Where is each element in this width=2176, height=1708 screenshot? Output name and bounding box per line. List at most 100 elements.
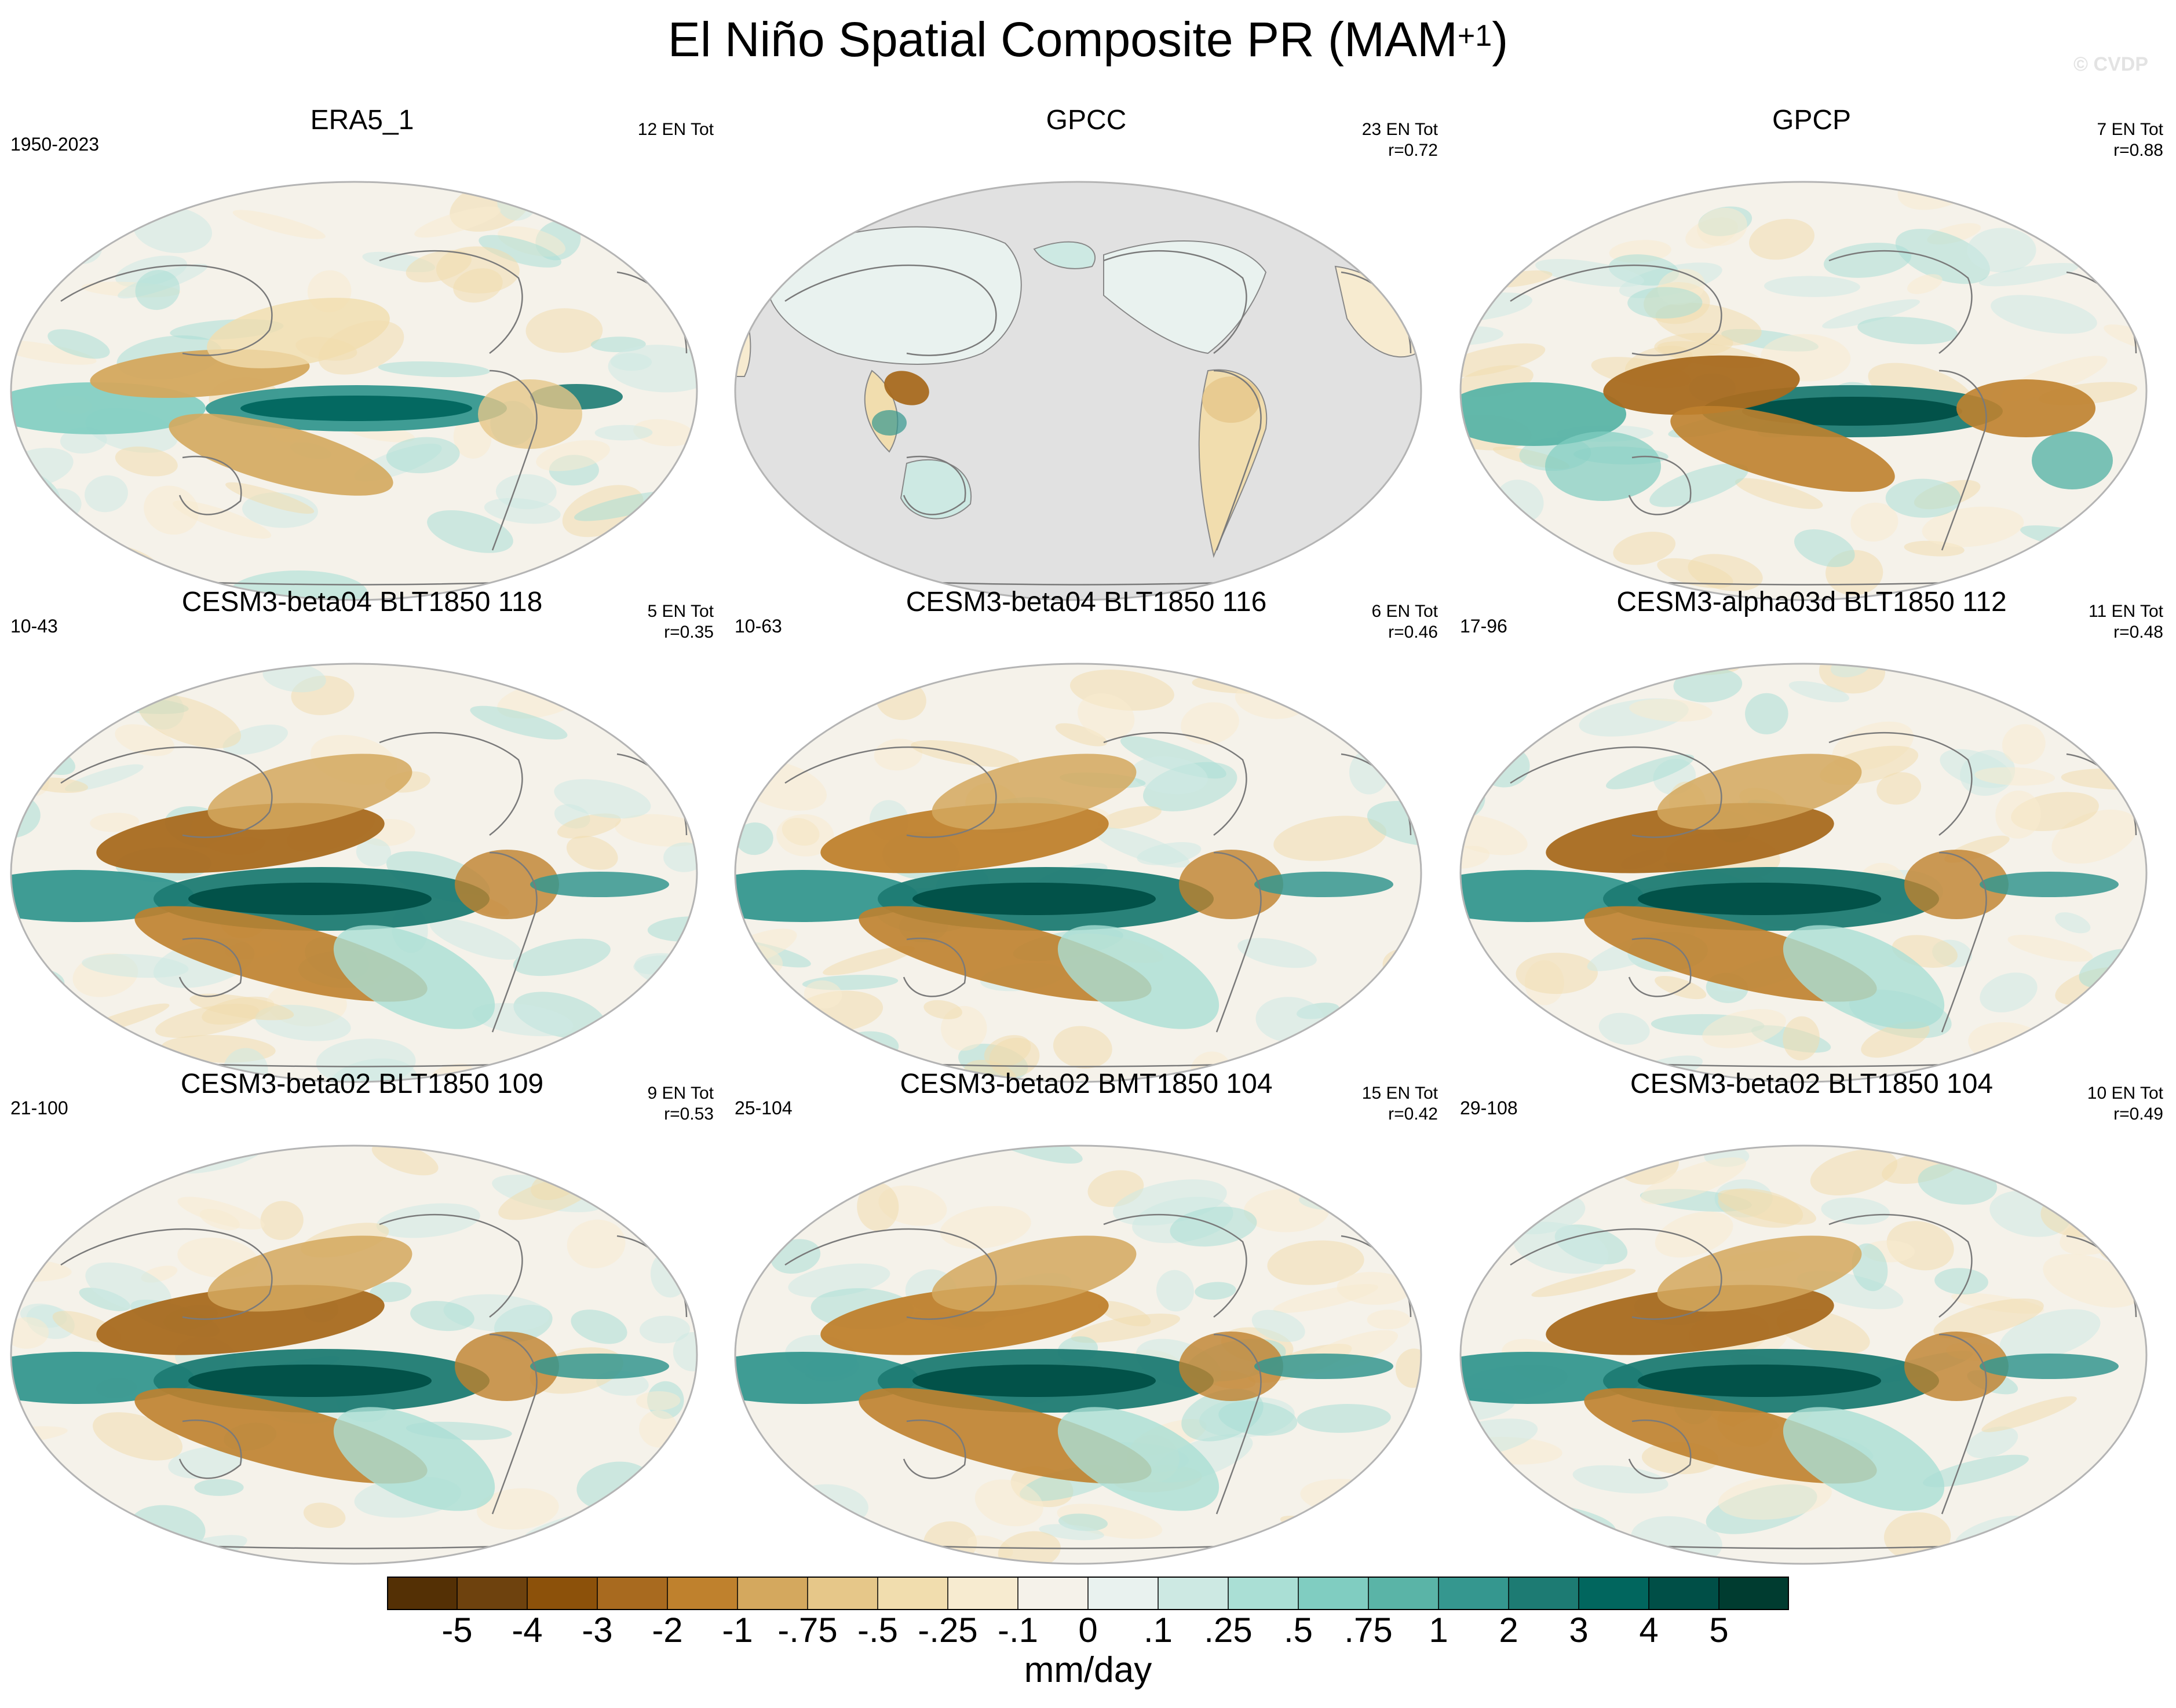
panel-stats: 15 EN Tot r=0.42 xyxy=(1362,1083,1438,1125)
en-count: 7 EN Tot xyxy=(2097,120,2163,139)
colorbar-tick-label: 2 xyxy=(1499,1611,1518,1650)
colorbar-swatch xyxy=(1368,1577,1439,1610)
colorbar-tick-label: -5 xyxy=(441,1611,473,1650)
map-panel: CESM3-alpha03d BLT1850 112 17-96 11 EN Tot… xyxy=(1450,586,2174,1083)
colorbar-swatch xyxy=(1579,1577,1649,1610)
colorbar-tick-label: -.5 xyxy=(857,1611,899,1650)
colorbar-tick-label: -4 xyxy=(512,1611,543,1650)
robinson-map xyxy=(1459,181,2148,601)
colorbar-swatch xyxy=(878,1577,948,1610)
colorbar-tick-label: 1 xyxy=(1429,1611,1448,1650)
en-count: 15 EN Tot xyxy=(1361,1084,1438,1103)
map-panel: CESM3-beta04 BLT1850 116 10-63 6 EN Tot r=0… xyxy=(724,586,1448,1083)
panel-period: 10-43 xyxy=(10,616,58,637)
map-panel: CESM3-beta02 BMT1850 104 25-104 15 EN Tot r… xyxy=(724,1068,1448,1565)
panel-stats: 9 EN Tot r=0.53 xyxy=(647,1083,714,1125)
panel-period: 1950-2023 xyxy=(10,134,100,155)
colorbar-units: mm/day xyxy=(1024,1650,1152,1690)
colorbar-tick-label: -2 xyxy=(652,1611,683,1650)
land-region xyxy=(1033,241,1096,269)
colorbar-swatch xyxy=(1228,1577,1299,1610)
colorbar-swatch xyxy=(597,1577,668,1610)
pattern-correlation: r=0.46 xyxy=(1388,623,1438,642)
colorbar-swatch xyxy=(1158,1577,1229,1610)
colorbar-swatch xyxy=(387,1577,458,1610)
robinson-map xyxy=(10,181,698,601)
colorbar-tick-label: 4 xyxy=(1639,1611,1659,1650)
robinson-map xyxy=(1459,663,2148,1083)
figure-title: El Niño Spatial Composite PR (MAM+1) xyxy=(667,12,1509,67)
en-count: 23 EN Tot xyxy=(1361,120,1438,139)
land-region xyxy=(765,226,1022,365)
panel-period: 10-63 xyxy=(735,616,782,637)
panel-stats: 12 EN Tot xyxy=(638,119,714,140)
robinson-map xyxy=(734,663,1422,1083)
panel-stats: 11 EN Tot r=0.48 xyxy=(2089,601,2163,643)
panel-title: GPCC xyxy=(1046,105,1127,136)
panel-period: 29-108 xyxy=(1460,1098,1518,1118)
map-panel: ERA5_1 1950-2023 12 EN Tot xyxy=(0,104,724,601)
pattern-correlation: r=0.88 xyxy=(2113,141,2163,160)
robinson-map xyxy=(734,181,1422,601)
colorbar-swatch xyxy=(1018,1577,1089,1610)
panel-stats: 5 EN Tot r=0.35 xyxy=(647,601,714,643)
colorbar-swatch xyxy=(667,1577,738,1610)
colorbar xyxy=(387,1577,1789,1610)
panel-period: 25-104 xyxy=(735,1098,793,1118)
watermark: © CVDP xyxy=(2073,53,2148,75)
colorbar-swatch xyxy=(737,1577,808,1610)
colorbar-tick-label: .1 xyxy=(1143,1611,1173,1650)
map-panel: CESM3-beta02 BLT1850 109 21-100 9 EN Tot r=… xyxy=(0,1068,724,1565)
map-panel: GPCC 23 EN Tot r=0.72 xyxy=(724,104,1448,601)
pattern-correlation: r=0.53 xyxy=(664,1104,714,1124)
panel-title: CESM3-beta04 BLT1850 118 xyxy=(181,587,543,617)
en-count: 6 EN Tot xyxy=(1371,602,1438,621)
panel-title: ERA5_1 xyxy=(310,105,414,136)
colorbar-swatch xyxy=(1088,1577,1159,1610)
map-panel: CESM3-beta02 BLT1850 104 29-108 10 EN Tot r… xyxy=(1450,1068,2174,1565)
colorbar-tick-label: 5 xyxy=(1709,1611,1729,1650)
panel-title: CESM3-beta02 BMT1850 104 xyxy=(900,1069,1273,1099)
panel-stats: 23 EN Tot r=0.72 xyxy=(1362,119,1438,161)
pattern-correlation: r=0.49 xyxy=(2113,1104,2163,1124)
robinson-map xyxy=(1459,1144,2148,1565)
map-panel: GPCP 7 EN Tot r=0.88 xyxy=(1450,104,2174,601)
land-region xyxy=(735,281,751,377)
en-count: 11 EN Tot xyxy=(2089,602,2163,621)
en-count: 5 EN Tot xyxy=(647,602,714,621)
panel-title: CESM3-beta02 BLT1850 109 xyxy=(180,1069,544,1099)
panel-title: GPCP xyxy=(1772,105,1852,136)
land-region xyxy=(1103,240,1267,354)
land-region xyxy=(900,459,972,520)
colorbar-tick-label: -1 xyxy=(722,1611,753,1650)
panel-stats: 7 EN Tot r=0.88 xyxy=(2097,119,2163,161)
pattern-correlation: r=0.42 xyxy=(1388,1104,1438,1124)
robinson-map xyxy=(10,1144,698,1565)
panel-title: CESM3-alpha03d BLT1850 112 xyxy=(1616,587,2007,617)
colorbar-tick-label: -3 xyxy=(582,1611,613,1650)
panel-stats: 6 EN Tot r=0.46 xyxy=(1371,601,1438,643)
panel-period: 17-96 xyxy=(1460,616,1507,637)
map-panel: CESM3-beta04 BLT1850 118 10-43 5 EN Tot r=0… xyxy=(0,586,724,1083)
colorbar-swatch xyxy=(1509,1577,1579,1610)
panel-stats: 10 EN Tot r=0.49 xyxy=(2087,1083,2163,1125)
robinson-map xyxy=(10,663,698,1083)
colorbar-tick-label: -.75 xyxy=(777,1611,838,1650)
en-count: 10 EN Tot xyxy=(2087,1084,2163,1103)
colorbar-tick-label: 3 xyxy=(1569,1611,1589,1650)
colorbar-swatch xyxy=(808,1577,878,1610)
colorbar-tick-label: 0 xyxy=(1078,1611,1098,1650)
colorbar-swatch xyxy=(457,1577,528,1610)
robinson-map xyxy=(734,1144,1422,1565)
panel-period: 21-100 xyxy=(10,1098,68,1118)
colorbar-swatch xyxy=(1649,1577,1719,1610)
colorbar-swatch xyxy=(1439,1577,1509,1610)
pattern-correlation: r=0.72 xyxy=(1388,141,1438,160)
colorbar-tick-label: .25 xyxy=(1204,1611,1253,1650)
colorbar-swatch xyxy=(1719,1577,1789,1610)
panel-title: CESM3-beta04 BLT1850 116 xyxy=(906,587,1267,617)
en-count: 12 EN Tot xyxy=(637,120,714,139)
pattern-correlation: r=0.35 xyxy=(664,623,714,642)
colorbar-tick-label: .75 xyxy=(1344,1611,1393,1650)
en-count: 9 EN Tot xyxy=(647,1084,714,1103)
